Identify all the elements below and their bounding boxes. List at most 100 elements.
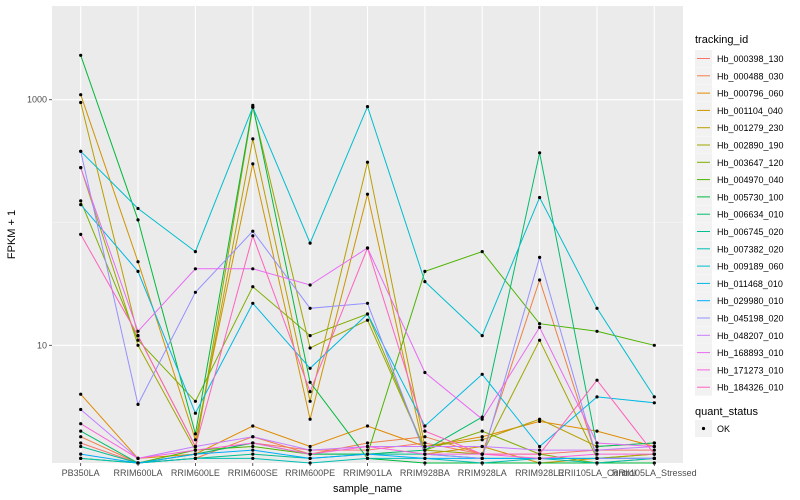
data-point — [538, 448, 542, 452]
data-point — [251, 162, 255, 166]
data-point — [365, 192, 370, 196]
data-point — [538, 444, 542, 449]
data-point — [423, 280, 427, 284]
data-point — [423, 441, 427, 445]
data-point — [251, 452, 255, 456]
data-point — [136, 329, 140, 333]
data-point — [595, 456, 599, 460]
data-point — [423, 435, 427, 439]
legend-label: Hb_045198_020 — [717, 314, 784, 324]
data-point — [538, 195, 542, 200]
data-point — [193, 290, 197, 294]
data-point — [595, 444, 599, 449]
data-point — [136, 260, 140, 264]
quant-legend-title: quant_status — [695, 406, 758, 418]
data-point — [365, 452, 370, 456]
data-point — [251, 229, 255, 233]
data-point — [595, 429, 599, 433]
data-point — [251, 301, 255, 305]
data-point — [595, 329, 599, 333]
legend-label: Hb_171273_010 — [717, 365, 784, 375]
data-point — [595, 395, 599, 399]
data-point — [423, 429, 427, 433]
legend-label: Hb_002890_190 — [717, 141, 784, 151]
data-point — [595, 306, 599, 310]
x-tick-label: RRIM600LA — [114, 468, 163, 478]
x-tick-label: RRIM600LE — [171, 468, 220, 478]
data-point — [365, 448, 370, 452]
data-point — [538, 419, 542, 423]
data-point — [251, 234, 255, 238]
data-point — [193, 267, 197, 271]
data-point — [652, 456, 656, 460]
data-point — [365, 312, 370, 316]
data-point — [193, 411, 197, 415]
data-point — [136, 206, 140, 211]
data-point — [251, 105, 255, 109]
data-point — [365, 105, 370, 109]
data-point — [193, 448, 197, 452]
data-point — [79, 422, 83, 426]
data-point — [251, 448, 255, 452]
data-point — [480, 429, 484, 433]
data-point — [365, 441, 370, 445]
legend-label: Hb_007382_020 — [717, 244, 784, 254]
data-point — [308, 346, 312, 350]
data-point — [595, 441, 599, 445]
data-point — [423, 269, 427, 273]
data-point — [251, 444, 255, 449]
data-point — [652, 452, 656, 456]
data-point — [538, 325, 542, 329]
data-point — [136, 269, 140, 273]
data-point — [251, 435, 255, 439]
data-point — [595, 378, 599, 382]
data-point — [480, 456, 484, 460]
data-point — [308, 399, 312, 403]
data-point — [308, 390, 312, 394]
data-point — [365, 424, 370, 428]
legend-label: Hb_003647_120 — [717, 158, 784, 168]
data-point — [480, 435, 484, 439]
legend-label: Hb_029980_010 — [717, 296, 784, 306]
data-point — [79, 53, 83, 57]
data-point — [365, 301, 370, 305]
data-point — [79, 199, 83, 203]
data-point — [538, 417, 542, 421]
x-axis: PB350LA RRIM600LA RRIM600LE RRIM600SE RRIM60… — [62, 463, 697, 478]
data-point — [652, 395, 656, 399]
data-point — [652, 448, 656, 452]
data-point — [538, 278, 542, 282]
y-tick-label: 10 — [37, 340, 47, 350]
x-tick-label: RRII105LA_Stressed — [612, 468, 697, 478]
data-point — [251, 441, 255, 445]
data-point — [251, 285, 255, 289]
data-point — [365, 246, 370, 250]
x-tick-label: RRIM600PE — [285, 468, 335, 478]
x-tick-label: RRIM928LE — [515, 468, 564, 478]
data-point — [538, 338, 542, 342]
legend-label: Hb_001104_040 — [717, 106, 783, 116]
data-point — [308, 283, 312, 287]
legend-label: Hb_006634_010 — [717, 210, 784, 220]
data-point — [480, 417, 484, 421]
data-point — [538, 322, 542, 326]
legend-label: Hb_004970_040 — [717, 175, 784, 185]
data-point — [79, 456, 83, 460]
data-point — [480, 438, 484, 442]
legend-items: Hb_000398_130 Hb_000488_030 Hb_000796_060 H… — [695, 50, 784, 396]
data-point — [136, 456, 140, 460]
x-tick-label: RRIM928LA — [458, 468, 507, 478]
data-point — [423, 452, 427, 456]
data-point — [423, 456, 427, 460]
data-point — [251, 137, 255, 141]
data-point — [79, 452, 83, 456]
data-point — [136, 338, 140, 342]
data-point — [652, 401, 656, 405]
data-point — [365, 444, 370, 449]
data-point — [423, 448, 427, 452]
data-point — [308, 444, 312, 449]
x-tick-label: RRIM600SE — [228, 468, 278, 478]
data-point — [480, 372, 484, 376]
grid-major — [52, 6, 683, 463]
data-point — [193, 444, 197, 449]
